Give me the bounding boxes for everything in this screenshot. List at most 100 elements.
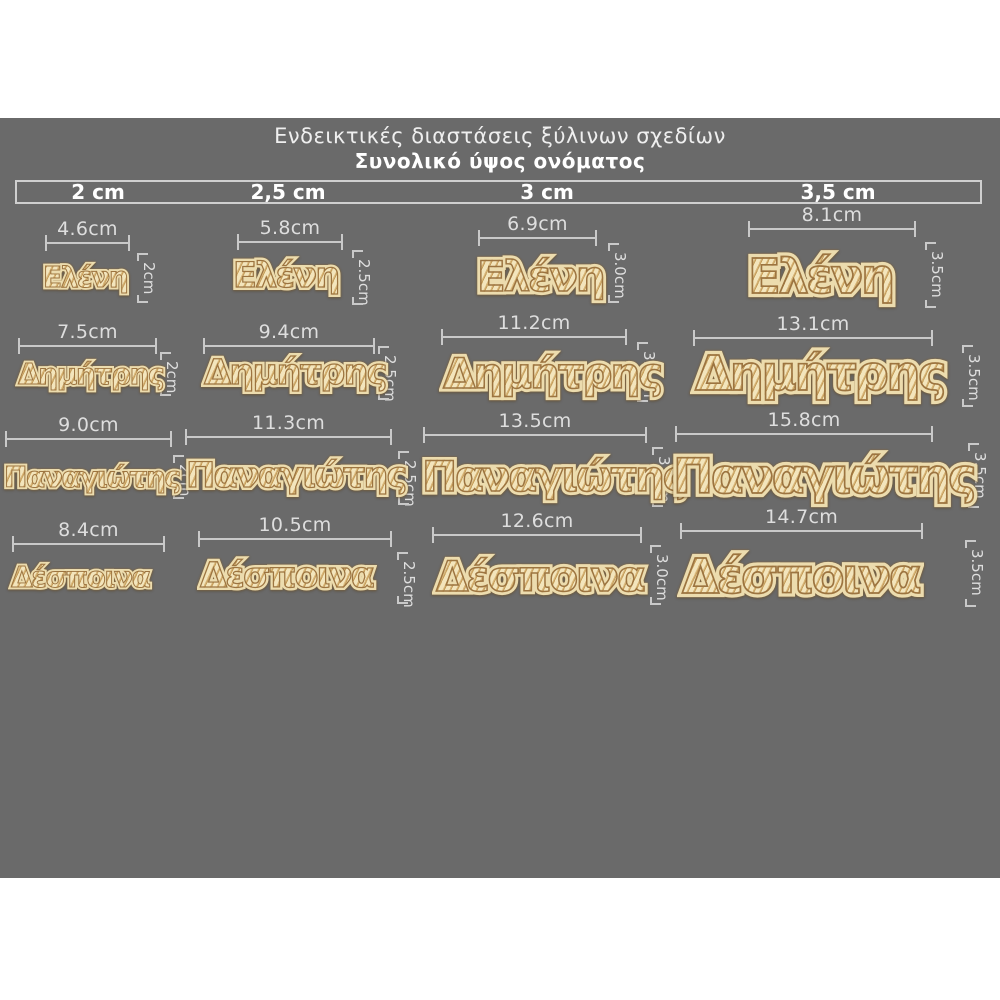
height-dimension: 3.0cm: [650, 545, 672, 605]
wood-name: Ελένη: [232, 255, 341, 299]
tick-bottom: [650, 597, 661, 605]
height-value: 3.5cm: [928, 251, 946, 298]
height-dimension: 2cm: [137, 253, 159, 303]
wood-name: Δέσποινα: [435, 551, 646, 604]
wood-name-text: Παναγιώτης: [185, 455, 408, 496]
size-column-3cm: 3 cm: [520, 180, 574, 204]
tick-top: [137, 253, 148, 261]
wood-name-text: Ελένη: [476, 251, 606, 301]
width-value: 14.7cm: [764, 506, 839, 528]
height-value: 3.5cm: [965, 354, 983, 401]
tick-right: [645, 427, 647, 443]
tick-top: [608, 243, 619, 251]
wood-name: Παναγιώτης: [672, 447, 977, 507]
wood-name-text: Δημήτρης: [694, 345, 947, 403]
tick-bottom: [397, 596, 408, 604]
tick-right: [625, 329, 627, 345]
tick-left: [18, 338, 20, 354]
width-value: 8.4cm: [58, 519, 119, 541]
tick-left: [432, 527, 434, 543]
tick-left: [237, 234, 239, 250]
tick-right: [595, 230, 597, 246]
tick-left: [693, 330, 695, 346]
tick-bottom: [137, 295, 148, 303]
tick-left: [12, 536, 14, 552]
tick-bottom: [160, 388, 171, 396]
tick-top: [160, 352, 171, 360]
width-value: 4.6cm: [57, 218, 118, 240]
tick-top: [650, 545, 661, 553]
tick-left: [441, 329, 443, 345]
wood-name: Δέσποινα: [11, 560, 152, 595]
width-dimension: 6.9cm: [478, 213, 597, 246]
width-value: 9.4cm: [258, 321, 320, 343]
dimension-line: [432, 527, 642, 543]
wood-name: Ελένη: [747, 247, 896, 307]
tick-right: [163, 536, 165, 552]
wood-name-text: Παναγιώτης: [421, 451, 688, 501]
tick-top: [637, 342, 648, 350]
width-dimension: 8.1cm: [748, 205, 916, 237]
tick-left: [680, 523, 682, 539]
wood-name: Δημήτρης: [442, 348, 664, 401]
tick-right: [373, 338, 375, 354]
dimension-line: [423, 427, 647, 443]
dimension-line: [441, 329, 627, 345]
width-dimension: 9.0cm: [5, 414, 172, 447]
wood-name: Δέσποινα: [199, 555, 375, 599]
wood-name: Δέσποινα: [681, 547, 922, 607]
tick-top: [397, 552, 408, 560]
tick-right: [128, 235, 130, 251]
height-value: 2cm: [140, 262, 158, 295]
dimension-line: [185, 429, 392, 445]
tick-bottom: [965, 599, 976, 607]
size-column-3-5cm: 3,5 cm: [800, 180, 876, 204]
width-value: 11.2cm: [497, 312, 571, 334]
height-value: 3.5cm: [971, 452, 989, 499]
width-dimension: 12.6cm: [432, 511, 642, 543]
height-dimension: 3.0cm: [608, 243, 630, 303]
width-value: 13.5cm: [498, 410, 572, 432]
page-title: Ενδεικτικές διαστάσεις ξύλινων σχεδίων: [274, 124, 726, 148]
width-dimension: 10.5cm: [198, 514, 392, 547]
width-value: 11.3cm: [251, 412, 326, 434]
width-dimension: 14.7cm: [680, 506, 923, 539]
tick-top: [173, 455, 184, 463]
width-value: 9.0cm: [58, 414, 119, 436]
wood-name-text: Δημήτρης: [442, 348, 664, 398]
tick-right: [341, 234, 343, 250]
width-value: 6.9cm: [507, 213, 568, 235]
tick-bottom: [352, 297, 363, 305]
dimension-line: [748, 221, 916, 237]
wood-name: Παναγιώτης: [4, 460, 182, 495]
tick-right: [640, 527, 642, 543]
tick-right: [155, 338, 157, 354]
tick-left: [203, 338, 205, 354]
wood-name-text: Δημήτρης: [203, 352, 388, 393]
height-value: 2.5cm: [355, 259, 373, 306]
dimension-line: [675, 426, 933, 442]
wood-name-text: Ελένη: [747, 248, 896, 306]
width-value: 15.8cm: [767, 409, 841, 431]
dimension-line: [693, 330, 933, 346]
width-dimension: 8.4cm: [12, 519, 165, 552]
wood-name-text: Δημήτρης: [18, 358, 166, 392]
tick-left: [185, 429, 187, 445]
tick-right: [921, 523, 923, 539]
wood-name-text: Ελένη: [43, 261, 130, 295]
size-column-2-5cm: 2,5 cm: [250, 180, 326, 204]
wood-name-text: Ελένη: [232, 255, 341, 296]
height-value: 2cm: [163, 361, 181, 394]
width-dimension: 5.8cm: [237, 218, 343, 250]
tick-top: [962, 345, 973, 353]
width-value: 10.5cm: [258, 514, 332, 536]
size-header-row: [15, 180, 982, 204]
tick-bottom: [608, 295, 619, 303]
height-dimension: 3.5cm: [962, 345, 984, 407]
tick-left: [5, 431, 7, 447]
tick-top: [925, 242, 936, 250]
tick-bottom: [398, 497, 409, 505]
tick-bottom: [925, 300, 936, 308]
height-value: 3.5cm: [968, 549, 986, 596]
tick-right: [931, 330, 933, 346]
